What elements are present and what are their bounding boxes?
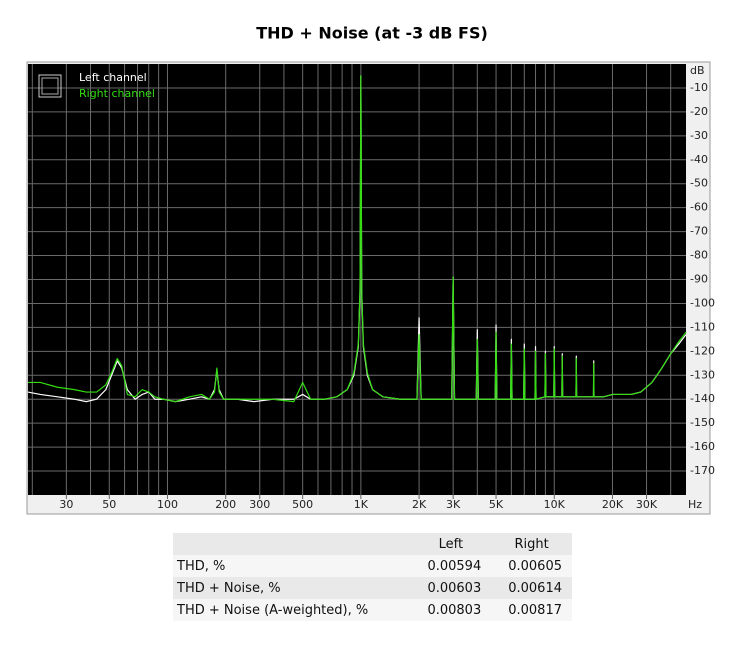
x-tick-label: 5K	[489, 498, 504, 511]
x-tick-label: 300	[249, 498, 270, 511]
y-tick-label: -10	[690, 81, 708, 94]
legend-icon-inner	[41, 77, 59, 95]
y-tick-label: -40	[690, 153, 708, 166]
legend-label: Right channel	[79, 87, 155, 100]
tick-labels: -10 -20 -30 -40 -50 -60 -70 -80 -90 -100 -110 -120 -…	[59, 81, 715, 511]
x-tick-label: 500	[292, 498, 313, 511]
legend: Left channel Right channel	[38, 71, 155, 100]
x-tick-label: 3K	[446, 498, 461, 511]
y-tick-label: -160	[690, 440, 715, 453]
table-row: THD + Noise, % 0.00603 0.00614	[173, 577, 572, 599]
header-cell: Right	[514, 536, 549, 552]
y-tick-label: -140	[690, 392, 715, 405]
table-row: THD + Noise (A-weighted), % 0.00803 0.00…	[173, 599, 572, 621]
legend-icon	[38, 74, 62, 98]
header-cell	[173, 533, 410, 555]
x-tick-label: 2K	[412, 498, 427, 511]
series-line	[28, 75, 687, 403]
lines	[27, 75, 687, 403]
x-tick-label: 200	[215, 498, 236, 511]
chart-title: THD + Noise (at -3 dB FS)	[256, 24, 488, 43]
x-tick-label: 50	[102, 498, 116, 511]
row-label: THD + Noise (A-weighted), %	[177, 602, 369, 618]
cell: 0.00817	[508, 602, 562, 618]
table-row: THD, % 0.00594 0.00605	[173, 555, 572, 577]
y-tick-label: -50	[690, 177, 708, 190]
y-tick-label: -20	[690, 105, 708, 118]
cell: 0.00614	[508, 580, 562, 596]
x-tick-label: 10K	[544, 498, 566, 511]
x-tick-label: 1K	[354, 498, 369, 511]
y-tick-label: -60	[690, 201, 708, 214]
cell: 0.00605	[508, 558, 562, 574]
legend-label: Left channel	[79, 71, 147, 84]
x-tick-label: 100	[157, 498, 178, 511]
cell: 0.00803	[427, 602, 482, 618]
x-tick-label: 20K	[602, 498, 624, 511]
header-cell: Left	[438, 536, 464, 552]
y-tick-label: -70	[690, 225, 708, 238]
results-table: Left Right THD, % 0.00594 0.00605 THD + …	[173, 533, 572, 621]
y-tick-label: -90	[690, 273, 708, 286]
y-tick-label: -170	[690, 464, 715, 477]
y-tick-label: -30	[690, 129, 708, 142]
x-tick-label: 30	[59, 498, 73, 511]
x-tick-label: 30K	[636, 498, 658, 511]
row-label: THD, %	[177, 558, 226, 574]
y-tick-label: -100	[690, 296, 715, 309]
row-label: THD + Noise, %	[177, 580, 281, 596]
x-unit: Hz	[688, 498, 702, 511]
y-tick-label: -150	[690, 416, 715, 429]
chart: THD + Noise (at -3 dB FS) Left channel R…	[26, 24, 715, 515]
table-header: Left Right	[173, 533, 572, 555]
grid	[28, 64, 686, 495]
y-unit: dB	[690, 64, 705, 77]
y-tick-label: -130	[690, 368, 715, 381]
y-tick-label: -80	[690, 249, 708, 262]
y-tick-label: -120	[690, 344, 715, 357]
y-tick-label: -110	[690, 320, 715, 333]
cell: 0.00603	[427, 580, 482, 596]
cell: 0.00594	[427, 558, 482, 574]
